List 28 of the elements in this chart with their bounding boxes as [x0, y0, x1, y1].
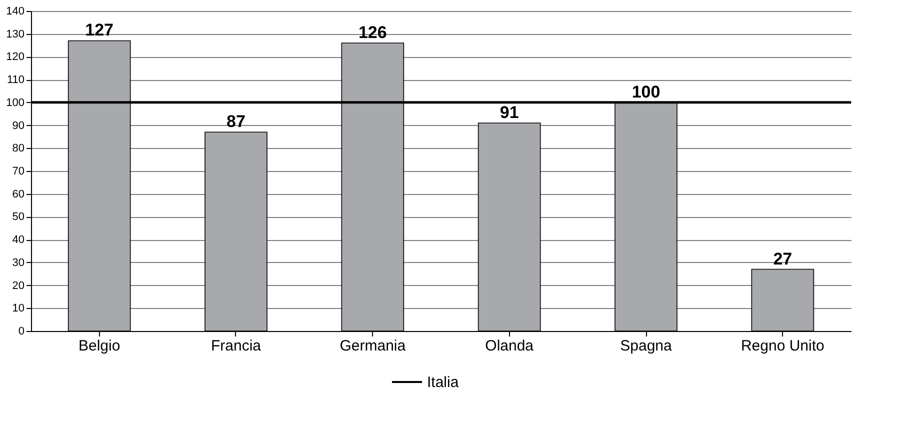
x-tick-label: Germania	[340, 338, 406, 354]
legend-label: Italia	[427, 374, 460, 391]
y-tick-label: 70	[12, 166, 24, 178]
y-tick-label: 100	[6, 96, 24, 109]
data-label: 27	[773, 249, 792, 268]
x-tick-label: Spagna	[620, 338, 673, 354]
y-tick-label: 80	[12, 142, 24, 155]
data-label: 91	[500, 103, 519, 122]
y-tick-label: 30	[12, 256, 24, 269]
data-label: 87	[226, 112, 246, 132]
data-label: 100	[632, 82, 660, 102]
y-tick-label: 60	[12, 188, 24, 200]
y-tick-label: 20	[12, 280, 24, 292]
x-tick-label: Belgio	[78, 338, 120, 354]
y-tick-label: 130	[6, 28, 24, 40]
x-tick-label: Francia	[210, 338, 262, 354]
y-tick-label: 140	[6, 6, 24, 18]
x-tick-label: Olanda	[485, 338, 534, 354]
data-label: 126	[358, 23, 387, 42]
data-label: 127	[85, 20, 114, 40]
y-tick-label: 50	[12, 211, 24, 224]
y-tick-label: 120	[6, 51, 24, 64]
y-tick-label: 0	[18, 326, 24, 338]
y-tick-label: 10	[12, 302, 24, 315]
y-tick-label: 110	[6, 74, 24, 86]
y-tick-label: 90	[12, 120, 24, 132]
x-tick-label: Regno Unito	[740, 338, 824, 354]
y-tick-label: 40	[12, 234, 24, 246]
